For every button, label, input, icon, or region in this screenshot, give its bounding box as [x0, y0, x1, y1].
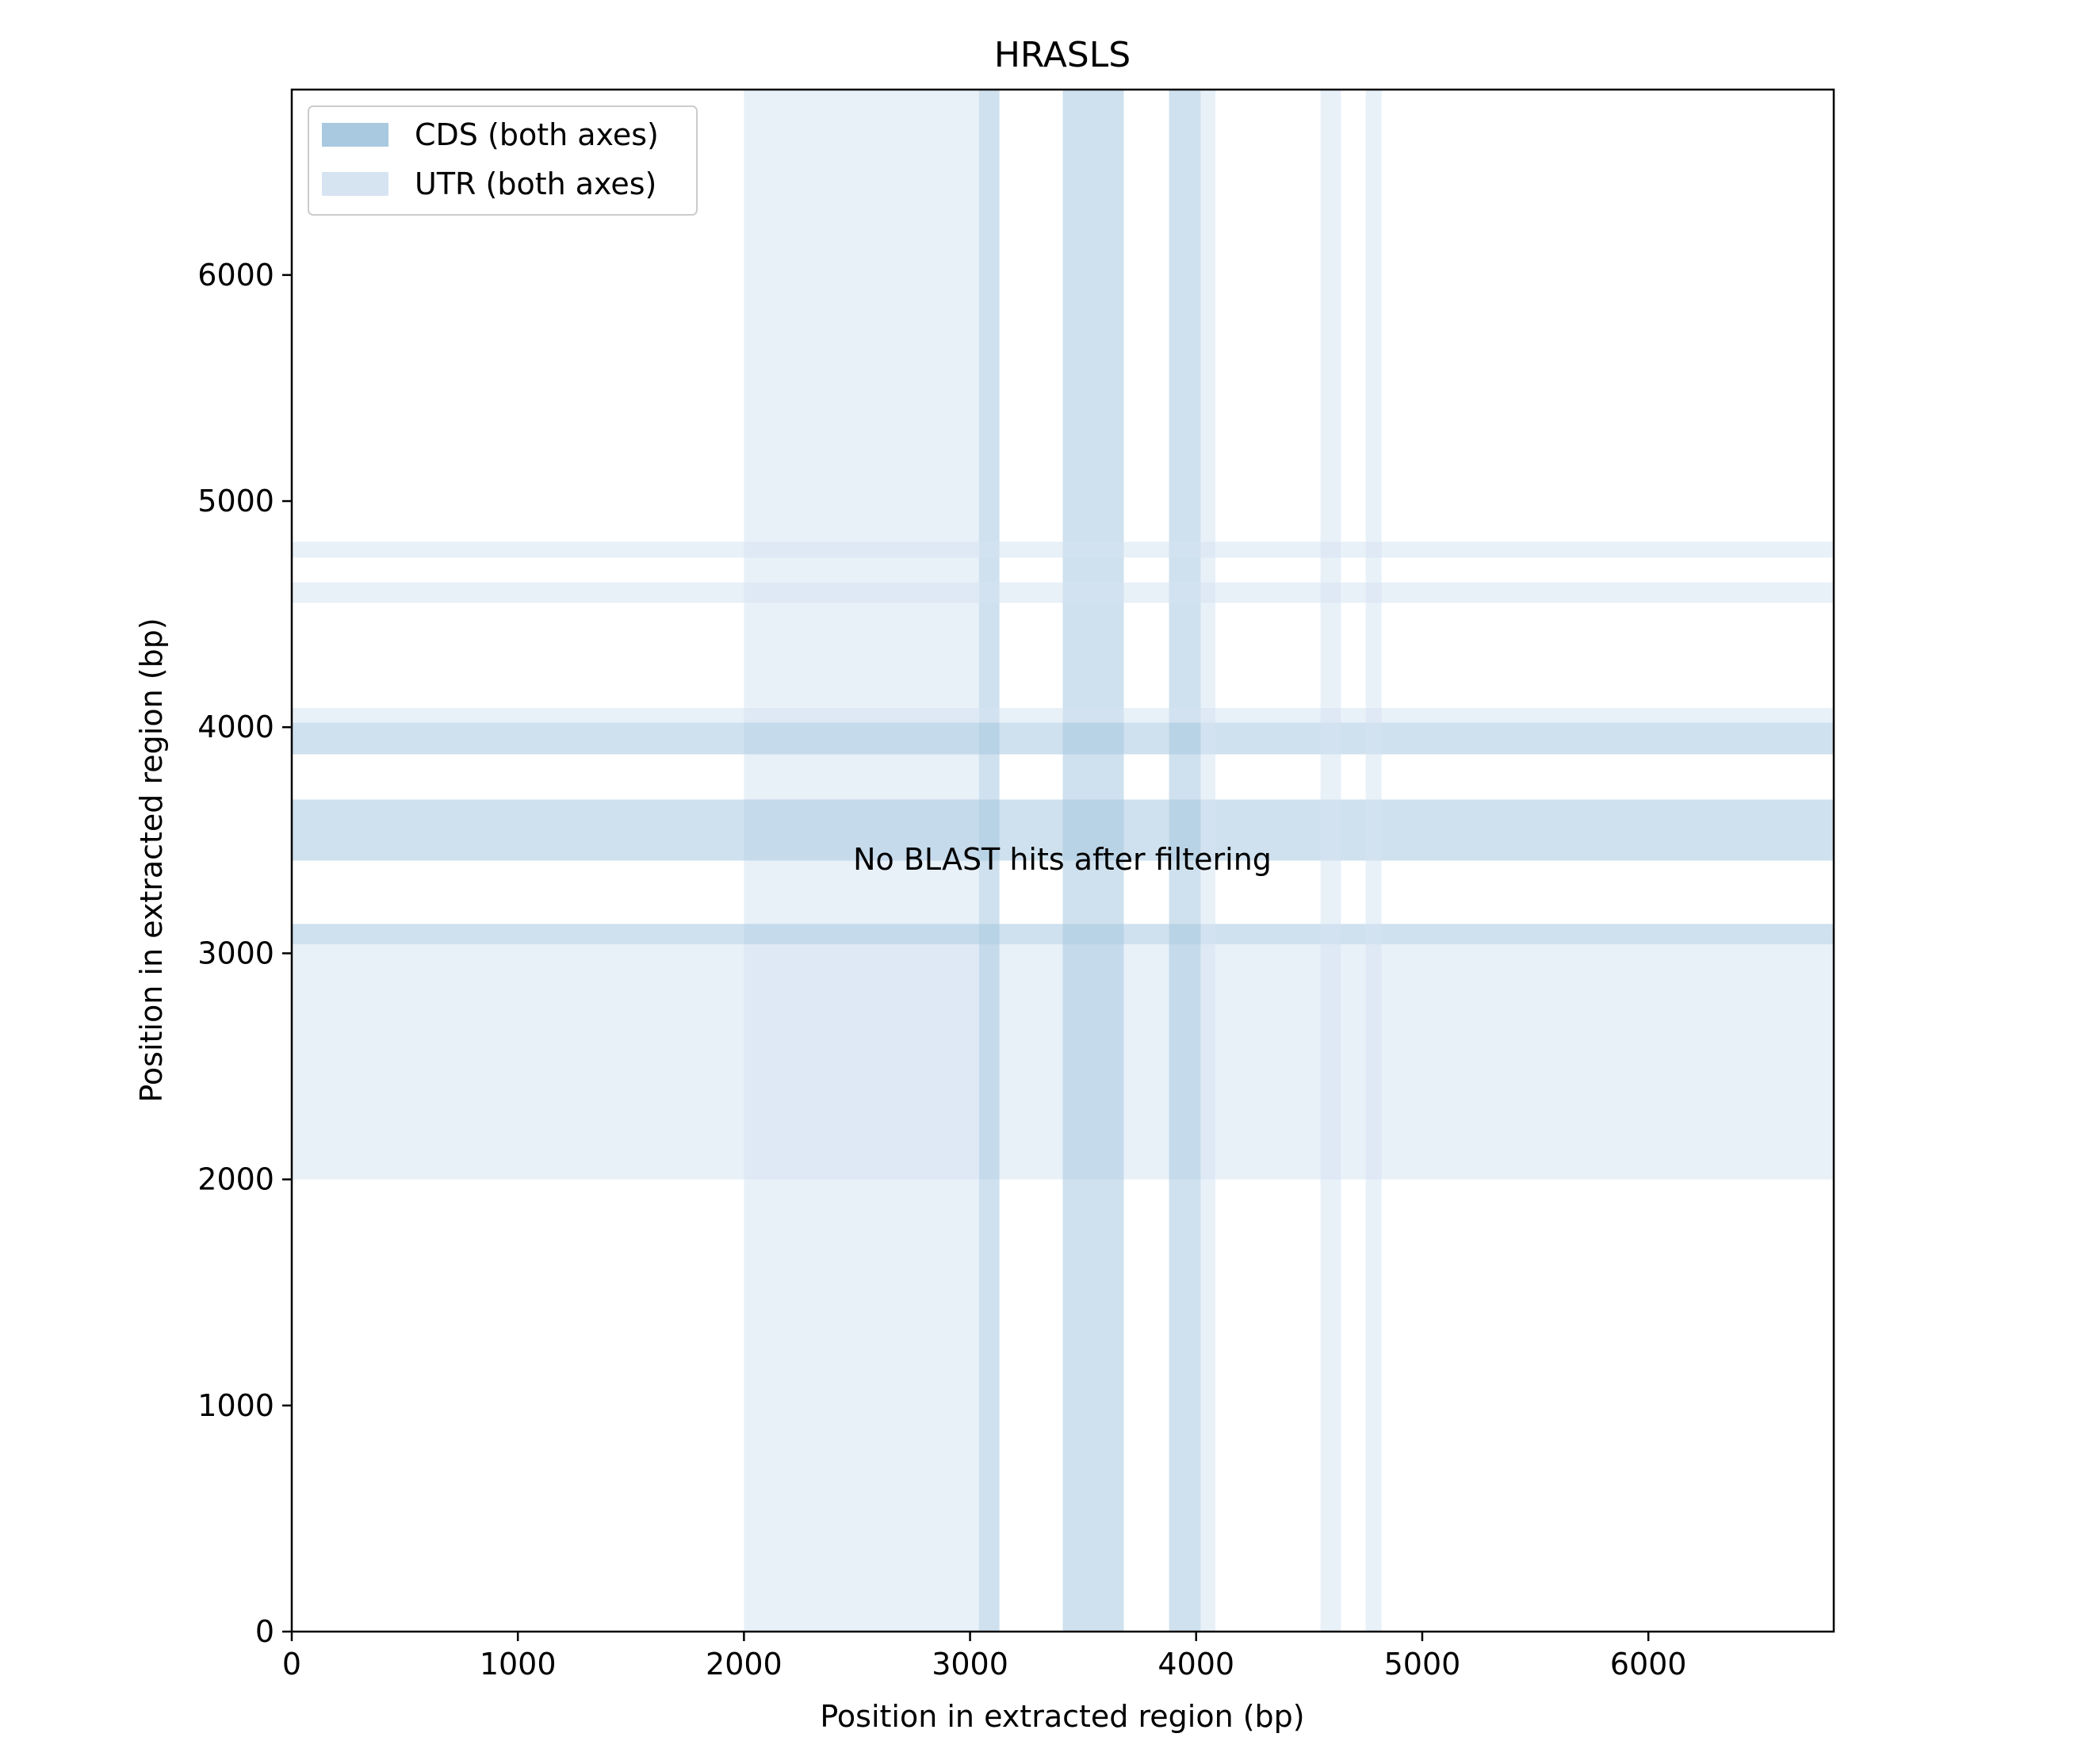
x-tick-label: 1000: [480, 1647, 557, 1682]
y-axis-label: Position in extracted region (bp): [134, 618, 169, 1102]
plot-frame: [290, 88, 1835, 1633]
legend: CDS (both axes) UTR (both axes): [308, 105, 698, 216]
y-tick-label: 5000: [197, 484, 274, 518]
band-y-cds-2: [292, 799, 1834, 861]
band-y-utr-4: [292, 707, 1834, 723]
band-y-utr-5: [292, 582, 1834, 603]
band-x-utr-4: [1200, 90, 1216, 1632]
y-tick-label: 1000: [197, 1388, 274, 1423]
feature-bands: [292, 90, 1834, 1632]
x-tick-label: 0: [282, 1647, 301, 1682]
band-x-cds-3: [1169, 90, 1201, 1632]
y-tick-label: 2000: [197, 1162, 274, 1197]
x-tick-label: 6000: [1610, 1647, 1687, 1682]
legend-swatch-cds: [322, 123, 388, 147]
legend-label-utr: UTR (both axes): [415, 166, 656, 201]
x-tick-label: 2000: [706, 1647, 782, 1682]
legend-box: [308, 105, 698, 216]
y-tick-label: 0: [255, 1614, 274, 1649]
band-x-utr-5: [1320, 90, 1341, 1632]
chart-title: HRASLS: [994, 35, 1131, 75]
y-tick-label: 3000: [197, 936, 274, 970]
y-tick-label: 6000: [197, 258, 274, 293]
x-tick-label: 4000: [1157, 1647, 1234, 1682]
legend-label-cds: CDS (both axes): [415, 117, 659, 152]
band-y-utr-6: [292, 541, 1834, 558]
band-y-cds-3: [292, 722, 1834, 755]
x-axis-label: Position in extracted region (bp): [820, 1699, 1304, 1734]
no-hits-annotation: No BLAST hits after filtering: [853, 842, 1272, 877]
band-x-utr-6: [1365, 90, 1382, 1632]
x-tick-label: 3000: [932, 1647, 1008, 1682]
legend-swatch-utr: [322, 172, 388, 196]
y-tick-label: 4000: [197, 710, 274, 744]
x-tick-label: 5000: [1384, 1647, 1461, 1682]
axis-ticks: 0 1000 2000 3000 4000 5000 6000 0 1000 2000 3000 40…: [197, 258, 1686, 1682]
